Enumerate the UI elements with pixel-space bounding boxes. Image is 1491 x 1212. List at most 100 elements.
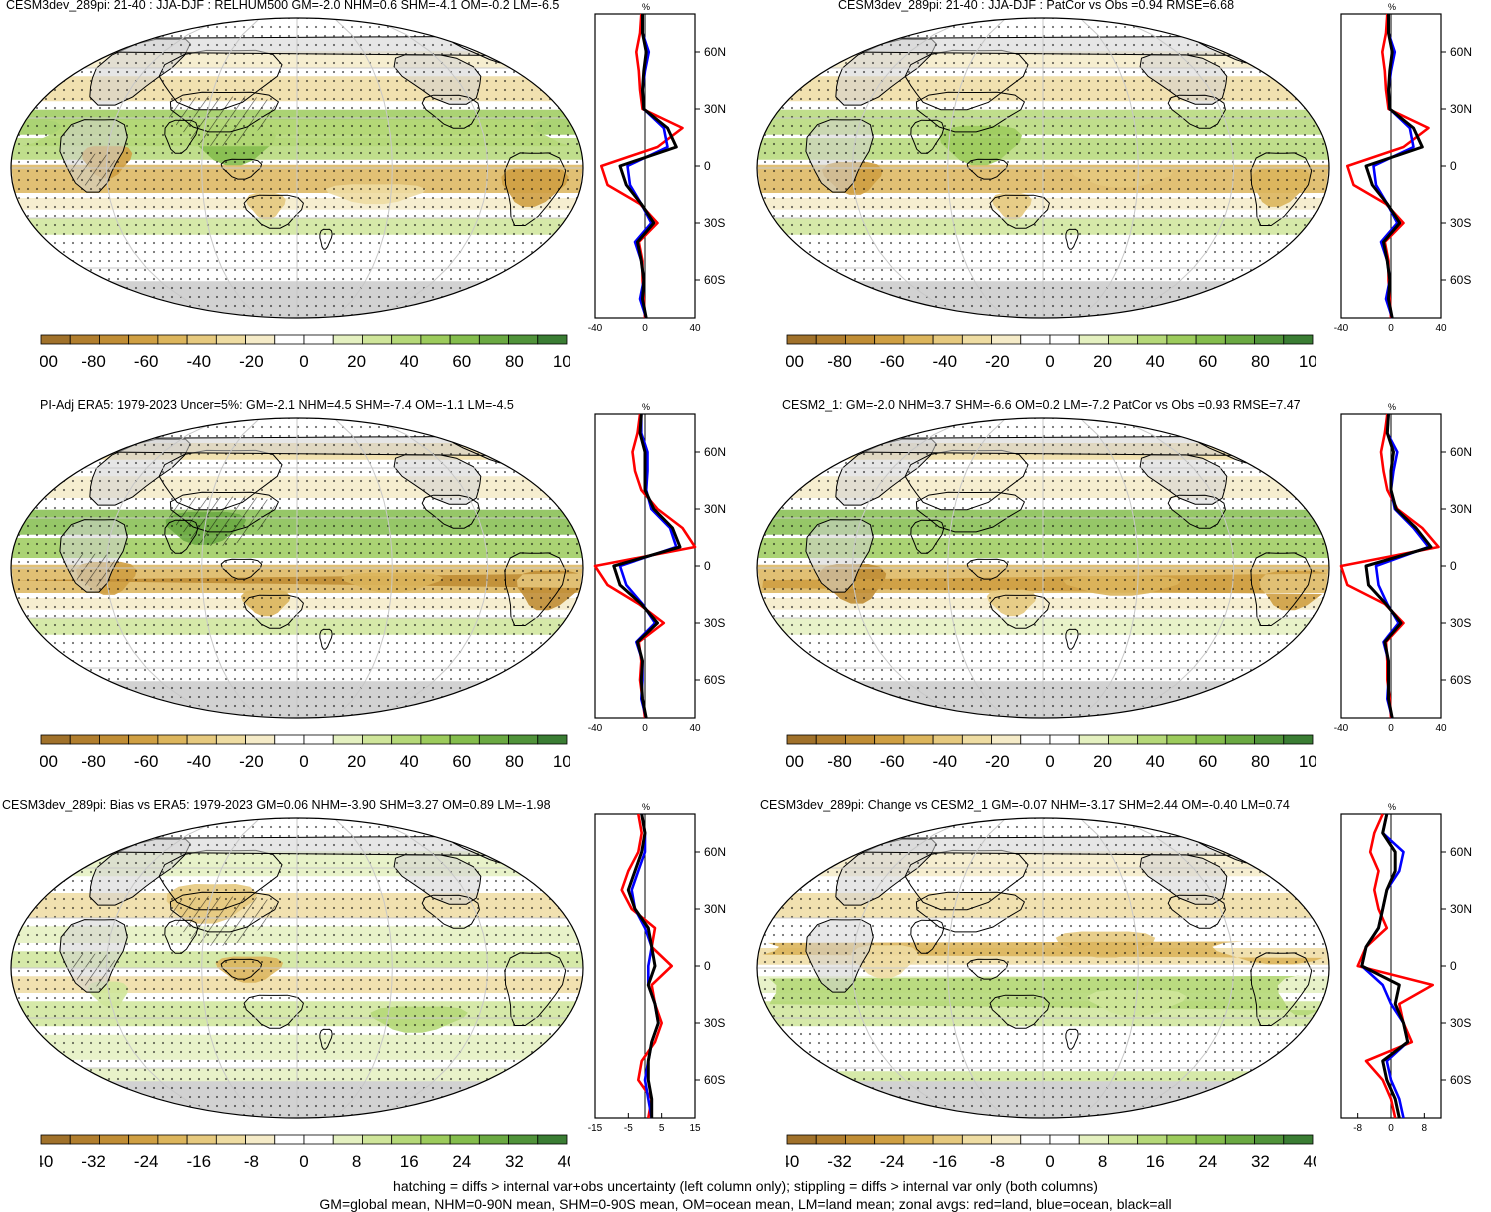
hatching [168,496,278,546]
x-tick-label: -40 [588,323,603,334]
panel-4: CESM2_1: GM=-2.0 NHM=3.7 SHM=-6.6 OM=0.2… [746,398,1491,800]
colorbar-tick-label: -8 [244,1152,259,1171]
map-border [756,417,1330,719]
colorbar-tick-label: 32 [505,1152,524,1171]
colorbar-swatch [420,734,451,745]
zonal-line-ocean [1374,413,1430,719]
x-tick-label: 5 [659,1123,665,1134]
zonal-mean-plot: % 60N 30N 0 30S 60S -40 0 40 [588,402,726,734]
graticule-lon [851,18,970,318]
colorbar-swatch [332,734,363,745]
colorbar-swatch [186,734,217,745]
graticule-lon [851,418,970,718]
colorbar-swatch [903,734,934,745]
colorbar-swatch [1283,334,1314,345]
zonal-line-ocean [626,14,669,319]
colorbar-swatch [1108,334,1139,345]
colorbar-swatch [1049,734,1080,745]
lat-tick-label: 0 [704,559,711,573]
panel-3: PI-Adj ERA5: 1979-2023 Uncer=5%: GM=-2.1… [0,398,745,800]
map-field [757,418,1329,718]
colorbar-swatch [449,1134,480,1145]
map-border [10,417,584,719]
colorbar-swatch [961,1134,992,1145]
lat-tick-label: 60N [1450,45,1472,59]
colorbar-swatch [478,734,509,745]
colorbar-swatch [874,334,905,345]
colorbar-swatch [215,334,246,345]
graticule-lon [947,418,1007,718]
colorbar-swatch [1137,1134,1168,1145]
colorbar-tick-label: 60 [1198,752,1217,771]
colorbar-tick-label: 40 [1304,1152,1316,1171]
colorbar-tick-label: -100 [786,752,804,771]
colorbar-tick-label: 20 [1093,352,1112,371]
panel-1: CESM3dev_289pi: 21-40 : JJA-DJF : RELHUM… [0,0,745,400]
colorbar-tick-label: -100 [786,352,804,371]
colorbar-swatch [449,734,480,745]
colorbar-tick-label: 0 [299,752,308,771]
colorbar-tick-label: 100 [1299,752,1316,771]
colorbar-tick-label: -20 [985,752,1010,771]
x-tick-label: 40 [689,323,701,334]
colorbar-swatch [362,334,393,345]
zonal-line-land [1356,813,1434,1119]
colorbar-tick-label: 40 [400,352,419,371]
colorbar-swatch [128,334,159,345]
panel-2: CESM3dev_289pi: 21-40 : JJA-DJF : PatCor… [746,0,1491,400]
zonal-line-all [612,413,682,719]
lat-tick-label: 30S [704,616,725,630]
colorbar-swatch [332,334,363,345]
graticule-lon [105,818,224,1118]
colorbar-swatch [1254,334,1285,345]
lat-tick-label: 30N [704,502,726,516]
colorbar-swatch [786,734,817,745]
colorbar-tick-label: 60 [452,352,471,371]
colorbar-swatch [991,1134,1022,1145]
hatching [65,953,116,987]
map-field [11,818,583,1118]
world-map [10,17,584,319]
colorbar-tick-label: -16 [933,1152,958,1171]
colorbar-tick-label: -8 [990,1152,1005,1171]
colorbar-swatch [478,1134,509,1145]
zonal-unit-label: % [1388,802,1396,812]
colorbar-swatch [932,1134,963,1145]
colorbar-swatch [1195,1134,1226,1145]
colorbar-swatch [186,1134,217,1145]
lat-tick-label: 60S [704,273,725,287]
map-border [756,817,1330,1119]
colorbar-tick-label: 16 [1146,1152,1165,1171]
colorbar-swatch [362,734,393,745]
lat-tick-label: 30N [1450,502,1472,516]
zonal-mean-plot: % 60N 30N 0 30S 60S -40 0 40 [588,2,726,334]
graticule-lon [1116,418,1235,718]
graticule-lon [1079,18,1139,318]
colorbar-swatch [1166,734,1197,745]
colorbar-swatch [391,734,422,745]
colorbar-tick-label: 80 [1251,752,1270,771]
colorbar-swatch [99,1134,130,1145]
colorbar: -40 -32 -24 -16 -8 0 8 16 24 32 40 [786,1134,1316,1171]
colorbar-tick-label: -16 [187,1152,212,1171]
colorbar: -100 -80 -60 -40 -20 0 20 40 60 80 100 [40,734,570,771]
footer-caption-line1: hatching = diffs > internal var+obs unce… [393,1178,1098,1194]
panel-6: CESM3dev_289pi: Change vs CESM2_1 GM=-0.… [746,798,1491,1200]
zonal-line-all [1360,813,1410,1119]
lat-tick-label: 30N [704,902,726,916]
colorbar-tick-label: -60 [134,352,159,371]
lat-tick-label: 0 [1450,959,1457,973]
colorbar-swatch [274,734,305,745]
x-tick-label: 8 [1422,1123,1428,1134]
colorbar-swatch [40,334,71,345]
map-field [11,418,583,718]
colorbar-swatch [991,734,1022,745]
colorbar-tick-label: 40 [1146,352,1165,371]
lat-tick-label: 30N [704,102,726,116]
colorbar-swatch [932,334,963,345]
colorbar-swatch [537,1134,568,1145]
lat-tick-label: 60S [704,673,725,687]
lat-tick-label: 30S [1450,216,1471,230]
colorbar-swatch [332,1134,363,1145]
colorbar-tick-label: 8 [1098,1152,1107,1171]
